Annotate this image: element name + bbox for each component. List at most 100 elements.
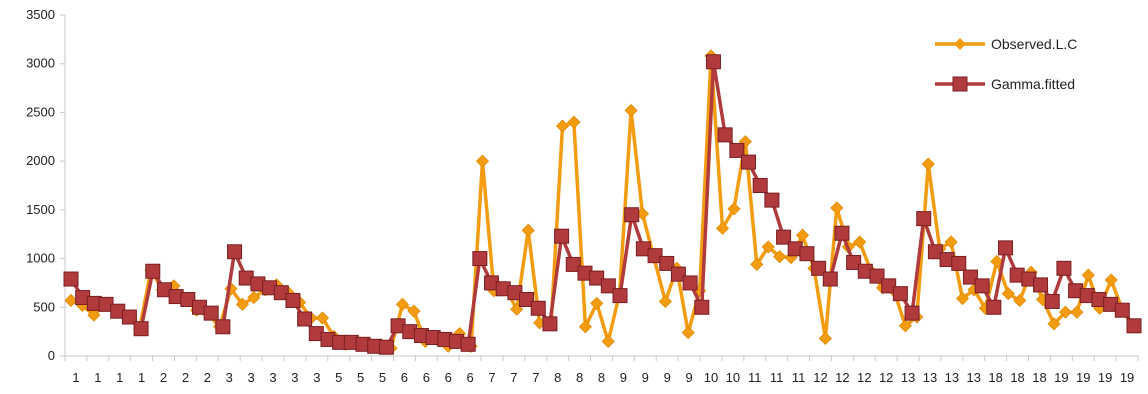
data-point-square: [974, 278, 990, 294]
data-point-diamond: [1047, 317, 1061, 331]
data-point-square: [647, 248, 663, 264]
x-tick-label: 18: [988, 370, 1002, 385]
data-point-diamond: [990, 254, 1004, 269]
x-tick-label: 9: [685, 370, 692, 385]
x-tick-label: 13: [945, 370, 959, 385]
data-point-square: [145, 263, 161, 279]
x-tick-label: 10: [726, 370, 740, 385]
data-point-diamond: [818, 331, 832, 346]
data-point-square: [986, 299, 1002, 315]
data-point-diamond: [830, 201, 844, 215]
x-tick-label: 9: [664, 370, 671, 385]
data-point-square: [998, 240, 1014, 256]
x-tick-label: 1: [72, 370, 79, 385]
x-tick-label: 3: [226, 370, 233, 385]
legend: Observed.L.C Gamma.fitted: [935, 36, 1077, 92]
data-point-diamond: [1001, 287, 1015, 301]
data-point-square: [951, 255, 967, 271]
data-point-square: [215, 319, 231, 335]
data-point-square: [273, 285, 289, 301]
data-point-square: [1126, 318, 1142, 334]
data-point-square: [846, 254, 862, 270]
x-tick-label: 8: [576, 370, 583, 385]
data-point-square: [904, 305, 920, 321]
data-point-square: [776, 229, 792, 245]
x-tick-label: 3: [269, 370, 276, 385]
data-point-square: [133, 321, 149, 337]
axes: [64, 15, 1138, 357]
x-tick-label: 1: [94, 370, 101, 385]
data-point-square: [121, 309, 137, 325]
series-line: [69, 60, 1136, 349]
data-point-diamond: [727, 202, 741, 216]
x-tick-label: 13: [901, 370, 915, 385]
data-point-diamond: [795, 228, 810, 242]
data-point-square: [180, 291, 196, 307]
x-axis-ticks: 1 1 1 1 2 2 2 3 3 3 3 3 5 5 5 6 6 6 6 7 7 7 8 8 8 9 9 9 9 10 10 11 11 11 1…: [64, 356, 1139, 385]
data-point-square: [962, 269, 978, 285]
data-point-square: [1056, 260, 1072, 276]
x-tick-label: 19: [1098, 370, 1112, 385]
x-tick-label: 2: [204, 370, 211, 385]
legend-label: Gamma.fitted: [991, 76, 1075, 92]
x-tick-label: 7: [532, 370, 539, 385]
y-tick-label: 1000: [26, 251, 55, 266]
data-point-diamond: [590, 296, 604, 310]
x-tick-label: 12: [857, 370, 871, 385]
x-tick-label: 3: [248, 370, 255, 385]
x-tick-label: 5: [379, 370, 386, 385]
series-layer: [63, 49, 1142, 355]
x-tick-label: 6: [401, 370, 408, 385]
x-tick-label: 11: [748, 370, 762, 385]
x-tick-label: 18: [1010, 370, 1024, 385]
data-point-diamond: [475, 154, 490, 168]
x-tick-label: 3: [313, 370, 320, 385]
data-point-square: [63, 271, 79, 287]
series-gamma-fitted: [63, 54, 1142, 355]
data-point-diamond: [578, 320, 592, 334]
y-tick-label: 2000: [26, 153, 55, 168]
data-point-diamond: [235, 297, 250, 311]
y-tick-label: 3000: [26, 56, 55, 71]
x-tick-label: 1: [138, 370, 145, 385]
y-tick-label: 2500: [26, 104, 55, 119]
x-tick-label: 10: [704, 370, 718, 385]
data-point-diamond: [1081, 268, 1095, 282]
data-point-square: [530, 300, 546, 316]
data-point-square: [1033, 277, 1049, 293]
data-point-diamond: [955, 291, 970, 306]
data-point-square: [1114, 302, 1130, 318]
data-point-square: [670, 266, 686, 282]
data-point-square: [519, 291, 535, 307]
data-point-diamond: [750, 257, 764, 271]
legend-entry: Gamma.fitted: [935, 76, 1075, 92]
data-point-square: [892, 286, 908, 302]
data-point-diamond: [395, 297, 410, 311]
data-point-square: [565, 256, 581, 272]
data-point-diamond: [521, 223, 535, 237]
x-tick-label: 19: [1076, 370, 1090, 385]
data-point-square: [285, 292, 301, 308]
data-point-square: [916, 211, 932, 227]
data-point-diamond: [1070, 305, 1084, 319]
legend-marker-square: [952, 76, 968, 92]
series-line: [70, 54, 1136, 350]
x-tick-label: 11: [792, 370, 806, 385]
data-point-diamond: [407, 304, 421, 318]
x-tick-label: 7: [488, 370, 495, 385]
data-point-diamond: [87, 308, 101, 322]
data-point-square: [203, 305, 219, 321]
data-point-square: [881, 278, 897, 294]
x-tick-label: 12: [879, 370, 893, 385]
data-point-square: [729, 142, 745, 158]
data-point-square: [834, 225, 850, 241]
data-point-diamond: [601, 334, 615, 348]
y-tick-label: 3500: [26, 7, 55, 22]
x-tick-label: 5: [335, 370, 342, 385]
data-point-diamond: [64, 293, 78, 308]
data-point-square: [542, 316, 558, 332]
data-point-diamond: [315, 311, 330, 325]
x-tick-label: 1: [116, 370, 123, 385]
data-point-square: [717, 127, 733, 143]
